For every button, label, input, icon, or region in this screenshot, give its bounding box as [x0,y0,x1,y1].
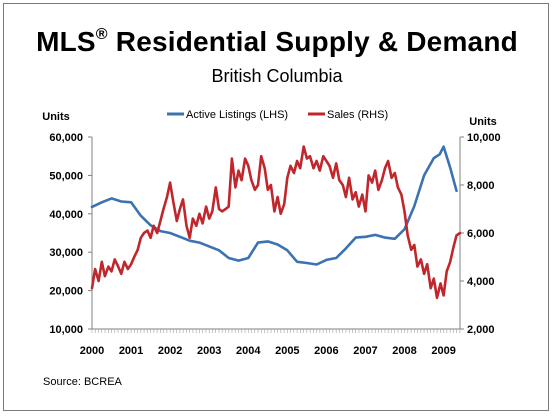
x-tick-label: 2001 [119,345,143,357]
chart-title: MLS® Residential Supply & Demand [36,25,518,57]
right-tick-label: 6,000 [467,228,495,240]
chart-subtitle: British Columbia [211,66,343,86]
left-tick-label: 60,000 [49,132,83,144]
right-tick-label: 4,000 [467,276,495,288]
legend-label-active-listings: Active Listings (LHS) [186,109,288,121]
source-note: Source: BCREA [43,376,122,388]
left-axis-title: Units [42,111,70,123]
right-tick-label: 8,000 [467,180,495,192]
left-tick-label: 30,000 [49,247,83,259]
left-tick-label: 10,000 [49,324,83,336]
right-axis-title: Units [469,116,497,128]
legend-label-sales: Sales (RHS) [327,109,388,121]
x-tick-label: 2009 [431,345,455,357]
x-tick-label: 2004 [236,345,261,357]
x-tick-label: 2008 [392,345,416,357]
right-tick-label: 2,000 [467,324,495,336]
x-tick-label: 2005 [275,345,299,357]
left-tick-label: 20,000 [49,286,83,298]
x-tick-label: 2000 [80,345,104,357]
x-tick-label: 2003 [197,345,221,357]
sales-line [90,145,462,300]
x-tick-label: 2006 [314,345,338,357]
x-tick-label: 2007 [353,345,377,357]
left-tick-label: 40,000 [49,209,83,221]
left-tick-label: 50,000 [49,170,83,182]
right-tick-label: 10,000 [467,132,501,144]
x-tick-label: 2002 [158,345,182,357]
